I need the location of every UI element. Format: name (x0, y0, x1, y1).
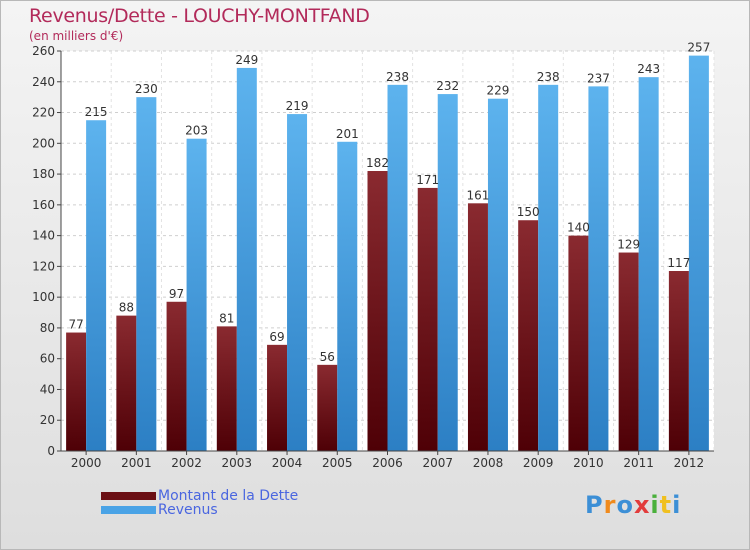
y-tick-label: 240 (32, 75, 55, 89)
logo-letter: P (585, 491, 604, 519)
data-label-dette-2001: 88 (119, 301, 134, 315)
y-tick-label: 100 (32, 290, 55, 304)
x-tick-label: 2008 (473, 456, 504, 470)
data-label-revenus-2002: 203 (185, 124, 208, 138)
data-label-revenus-2011: 243 (637, 62, 660, 76)
data-label-dette-2006: 182 (366, 156, 389, 170)
y-tick-label: 160 (32, 198, 55, 212)
data-label-dette-2003: 81 (219, 311, 234, 325)
bar-dette-2000 (66, 332, 87, 451)
data-label-dette-2004: 69 (269, 330, 284, 344)
data-label-dette-2012: 117 (667, 256, 690, 270)
x-tick-label: 2010 (573, 456, 604, 470)
x-tick-label: 2002 (171, 456, 202, 470)
bar-revenus-2006 (387, 84, 408, 451)
y-tick-label: 260 (32, 44, 55, 58)
logo-letter: o (616, 491, 634, 519)
x-tick-label: 2006 (372, 456, 403, 470)
x-tick-label: 2009 (523, 456, 554, 470)
x-tick-label: 2000 (71, 456, 102, 470)
bar-dette-2012 (668, 271, 689, 451)
data-label-dette-2007: 171 (416, 173, 439, 187)
x-tick-label: 2011 (623, 456, 654, 470)
legend-label-revenus: Revenus (158, 502, 218, 518)
bar-revenus-2011 (638, 77, 659, 452)
x-tick-label: 2012 (674, 456, 705, 470)
bar-revenus-2001 (136, 97, 157, 452)
bar-revenus-2009 (538, 84, 559, 451)
bar-revenus-2000 (86, 120, 107, 451)
y-tick-label: 0 (47, 444, 55, 458)
data-label-revenus-2008: 229 (487, 84, 510, 98)
bar-dette-2004 (267, 344, 288, 451)
y-tick-label: 60 (40, 352, 55, 366)
data-label-revenus-2004: 219 (286, 99, 309, 113)
bar-revenus-2012 (688, 55, 709, 451)
data-label-revenus-2006: 238 (386, 70, 409, 84)
legend-swatch-dette (101, 492, 156, 500)
logo-letter: x (633, 491, 651, 519)
bar-revenus-2005 (337, 141, 358, 451)
bar-revenus-2002 (186, 138, 207, 451)
bar-dette-2007 (417, 187, 438, 451)
bar-dette-2009 (518, 220, 539, 451)
x-tick-label: 2004 (272, 456, 303, 470)
data-label-dette-2009: 150 (517, 205, 540, 219)
bar-dette-2011 (618, 252, 639, 451)
bar-dette-2003 (216, 326, 237, 451)
data-label-revenus-2000: 215 (85, 105, 108, 119)
chart-subtitle: (en milliers d'€) (29, 29, 124, 43)
data-label-dette-2010: 140 (567, 221, 590, 235)
bar-revenus-2010 (588, 86, 609, 451)
data-label-revenus-2012: 257 (687, 41, 710, 55)
bar-revenus-2004 (287, 114, 308, 452)
y-tick-label: 140 (32, 229, 55, 243)
legend-label-dette: Montant de la Dette (158, 488, 299, 504)
bar-revenus-2003 (236, 67, 257, 451)
bar-dette-2006 (367, 171, 388, 451)
data-label-dette-2011: 129 (617, 238, 640, 252)
bar-revenus-2007 (437, 94, 458, 452)
data-label-revenus-2007: 232 (436, 79, 459, 93)
proxiti-logo: Proxiti (585, 491, 681, 519)
y-tick-label: 220 (32, 106, 55, 120)
bar-dette-2005 (317, 364, 338, 451)
x-tick-label: 2003 (222, 456, 253, 470)
y-tick-label: 20 (40, 413, 55, 427)
y-tick-label: 120 (32, 259, 55, 273)
x-tick-label: 2005 (322, 456, 353, 470)
data-label-revenus-2010: 237 (587, 71, 610, 85)
bar-dette-2002 (166, 301, 187, 451)
data-label-revenus-2005: 201 (336, 127, 359, 141)
data-label-revenus-2001: 230 (135, 82, 158, 96)
bar-dette-2010 (568, 235, 589, 451)
data-label-dette-2005: 56 (320, 350, 335, 364)
bar-dette-2008 (467, 203, 488, 451)
data-label-dette-2008: 161 (467, 188, 490, 202)
bar-revenus-2008 (487, 98, 508, 451)
data-label-revenus-2003: 249 (235, 53, 258, 67)
legend-item-revenus: Revenus (101, 502, 218, 518)
bar-dette-2001 (116, 315, 137, 451)
x-tick-label: 2007 (422, 456, 453, 470)
logo-letter: i (650, 491, 660, 519)
logo-letter: r (603, 491, 617, 519)
legend-swatch-revenus (101, 506, 156, 514)
logo-letter: i (672, 491, 682, 519)
data-label-dette-2000: 77 (68, 318, 83, 332)
data-label-dette-2002: 97 (169, 287, 184, 301)
y-tick-label: 200 (32, 136, 55, 150)
chart-title: Revenus/Dette - LOUCHY-MONTFAND (29, 5, 370, 27)
data-label-revenus-2009: 238 (537, 70, 560, 84)
y-tick-label: 80 (40, 321, 55, 335)
logo-letter: t (659, 491, 673, 519)
y-tick-label: 180 (32, 167, 55, 181)
legend-item-dette: Montant de la Dette (101, 488, 298, 504)
x-tick-label: 2001 (121, 456, 152, 470)
y-tick-label: 40 (40, 382, 55, 396)
